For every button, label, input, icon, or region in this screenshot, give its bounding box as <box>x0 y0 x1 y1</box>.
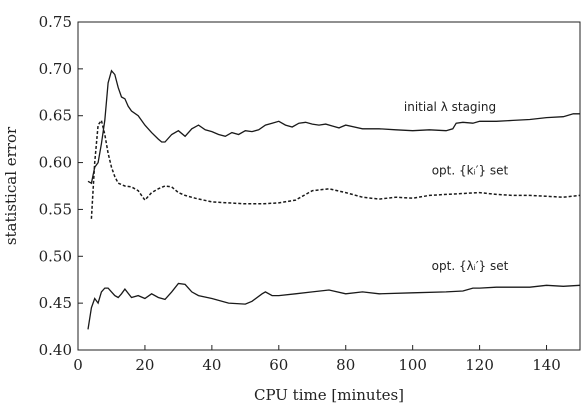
y-tick-label: 0.65 <box>39 107 72 125</box>
series-label-1: initial λ staging <box>404 100 496 114</box>
x-tick-label: 80 <box>336 356 355 374</box>
series-layer <box>87 69 581 330</box>
y-tick-label: 0.55 <box>39 200 72 218</box>
series-line-2 <box>90 118 581 219</box>
x-tick-label: 20 <box>135 356 154 374</box>
y-tick-label: 0.40 <box>39 341 72 359</box>
plot-area <box>77 21 581 351</box>
y-tick-label: 0.45 <box>39 294 72 312</box>
y-tick-label: 0.50 <box>39 247 72 265</box>
x-tick-label: 140 <box>532 356 561 374</box>
series-label-3: opt. {λᵢ′} set <box>432 259 509 273</box>
series-label-layer: initial λ staging opt. {kᵢ′} set opt. {λᵢ′… <box>404 100 509 273</box>
x-axis-ticks: 0 20 40 60 80 100 120 140 <box>73 345 561 374</box>
y-axis-ticks: 0.40 0.45 0.50 0.55 0.60 0.65 0.70 0.75 <box>39 13 83 359</box>
y-tick-label: 0.70 <box>39 60 72 78</box>
x-tick-label: 0 <box>73 356 83 374</box>
y-axis-title: statistical error <box>2 126 20 245</box>
series-line-3 <box>87 282 581 330</box>
series-label-2: opt. {kᵢ′} set <box>432 164 509 178</box>
x-tick-label: 120 <box>465 356 494 374</box>
y-tick-label: 0.75 <box>39 13 72 31</box>
x-tick-label: 60 <box>269 356 288 374</box>
x-tick-label: 100 <box>398 356 427 374</box>
x-tick-label: 40 <box>202 356 221 374</box>
series-line-1 <box>87 69 580 185</box>
x-axis-title: CPU time [minutes] <box>254 386 404 403</box>
y-tick-label: 0.60 <box>39 154 72 172</box>
